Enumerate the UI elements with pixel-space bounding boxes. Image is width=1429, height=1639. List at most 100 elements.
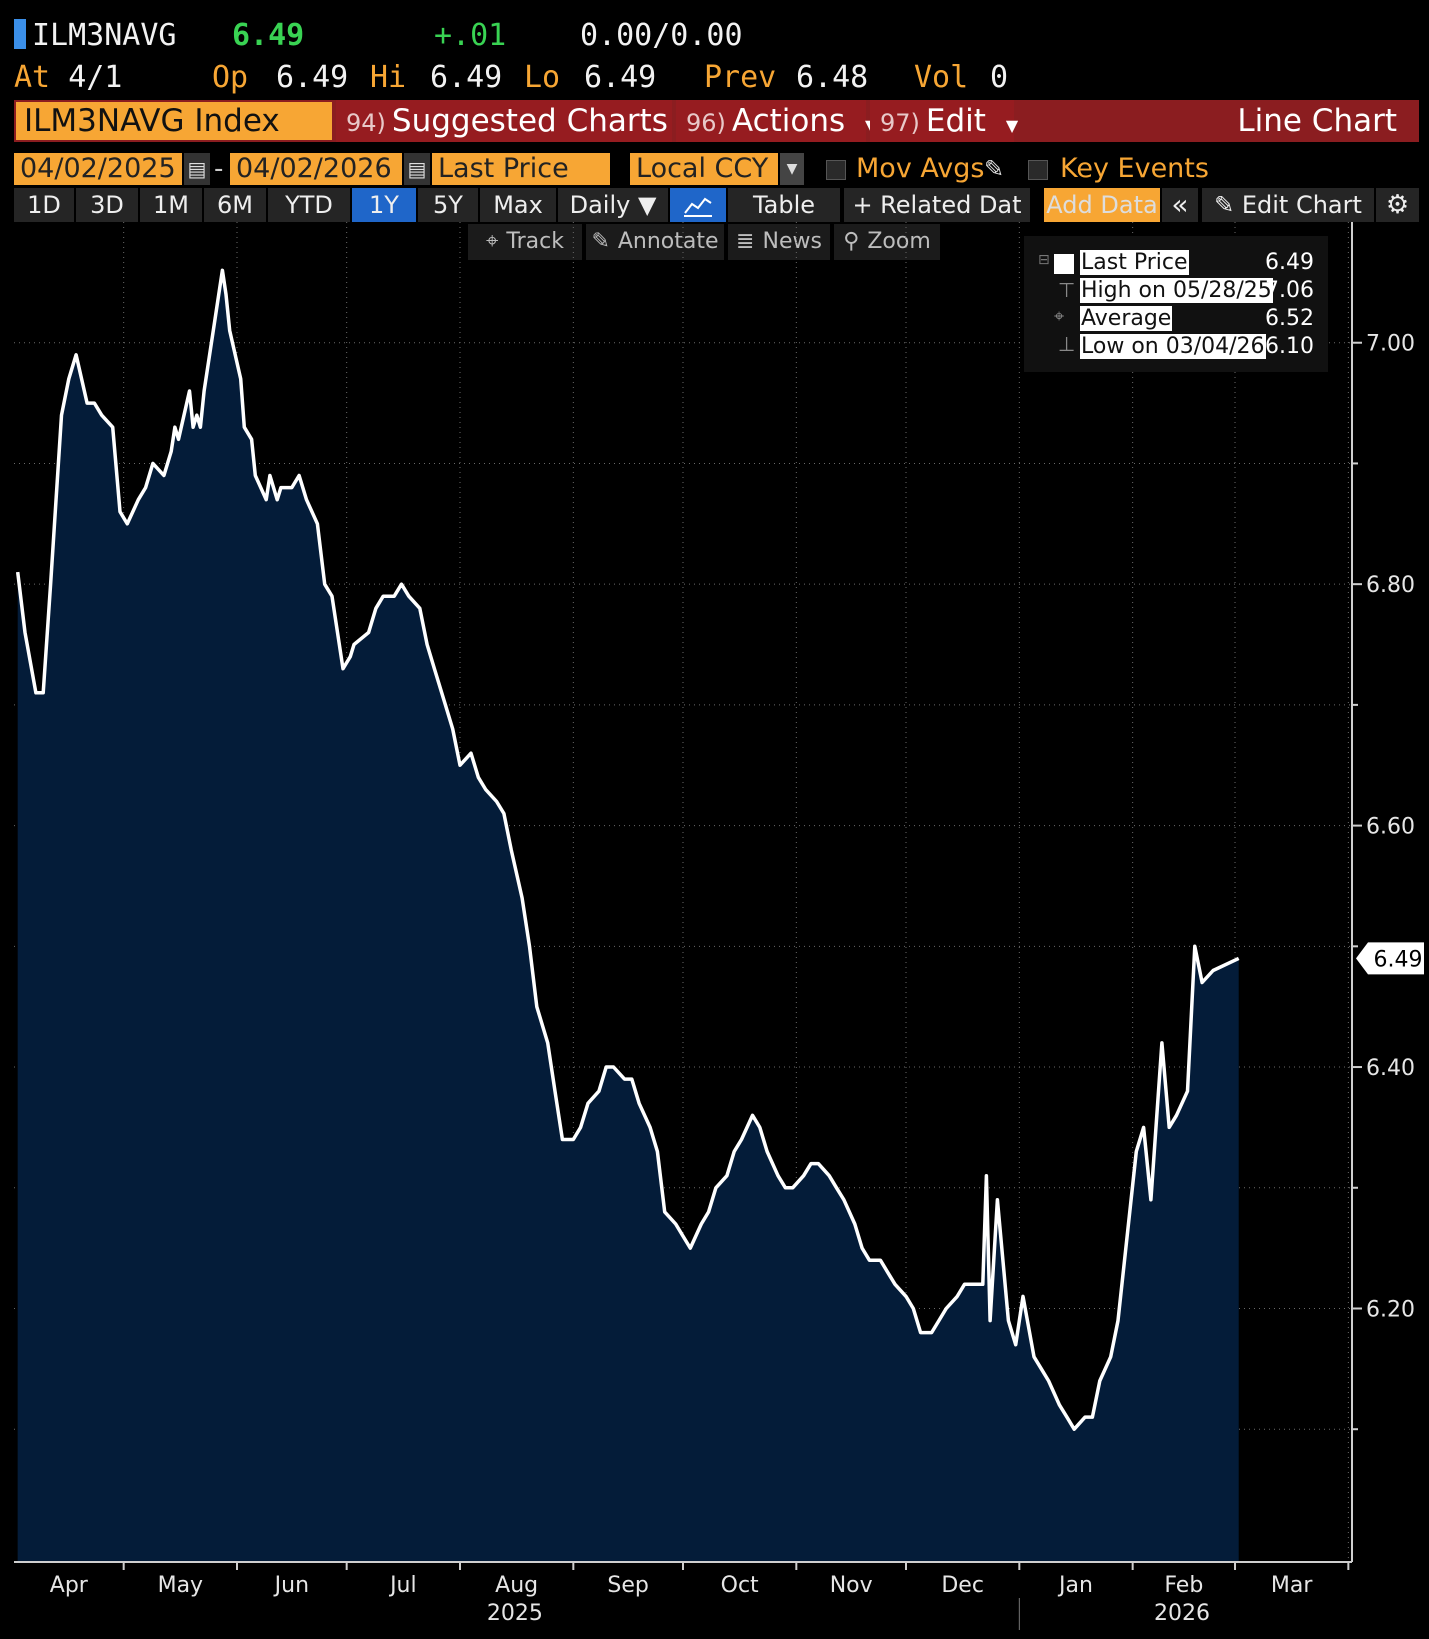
add-data-field[interactable]: Add Data (1044, 188, 1160, 222)
legend-average-label: Average (1080, 306, 1173, 331)
legend-low-value: 6.10 (1265, 334, 1314, 359)
chevron-down-icon[interactable]: ▼ (780, 153, 804, 185)
track-label: Track (506, 229, 564, 254)
last-price: 6.49 (232, 18, 305, 53)
low-marker-icon: ⊥ (1058, 332, 1076, 356)
legend-swatch (1054, 254, 1074, 274)
annotate-label: Annotate (617, 229, 719, 254)
range-5y-button[interactable]: 5Y (418, 188, 478, 222)
news-button[interactable]: ≣ News (728, 224, 830, 260)
x-tick-label: Apr (50, 1573, 89, 1598)
range-6m-button[interactable]: 6M (204, 188, 266, 222)
average-marker-icon: ⌖ (1054, 306, 1065, 327)
chart-type-label: Line Chart (1018, 100, 1419, 142)
suggested-charts-number: 94) (346, 109, 386, 137)
zoom-label: Zoom (867, 229, 931, 254)
news-icon: ≣ (736, 229, 755, 254)
zoom-button[interactable]: ⚲ Zoom (834, 224, 940, 260)
range-1m-button[interactable]: 1M (140, 188, 202, 222)
range-1y-button[interactable]: 1Y (352, 188, 416, 222)
low-value: 6.49 (584, 60, 657, 95)
pencil-icon[interactable]: ✎ (984, 155, 1005, 183)
security-field[interactable]: ILM3NAVG Index (16, 102, 332, 140)
quote-header-row2: At 4/1 Op 6.49 Hi 6.49 Lo 6.49 Prev 6.48… (14, 60, 1008, 96)
line-chart-icon[interactable] (670, 188, 726, 222)
area-layer (15, 268, 1240, 1562)
y-tick-label: 6.80 (1366, 573, 1415, 598)
at-date: 4/1 (68, 60, 123, 95)
y-tick-label: 6.60 (1366, 815, 1415, 840)
edit-label: Edit (925, 103, 986, 139)
news-label: News (762, 229, 822, 254)
open-label: Op (212, 60, 249, 95)
vol-label: Vol (914, 60, 969, 95)
range-ytd-button[interactable]: YTD (268, 188, 350, 222)
open-value: 6.49 (276, 60, 349, 95)
annotate-button[interactable]: ✎ Annotate (586, 224, 724, 260)
legend-high-label: High on 05/28/25 (1080, 278, 1273, 303)
price-field-select[interactable]: Last Price (432, 153, 610, 185)
track-button[interactable]: ⌖ Track (468, 224, 582, 260)
range-toolbar: 1D 3D 1M 6M YTD 1Y 5Y Max Daily ▼ Table … (14, 188, 1419, 222)
vol-value: 0 (990, 60, 1009, 95)
prev-value: 6.48 (796, 60, 869, 95)
x-tick-label: Nov (830, 1573, 873, 1598)
actions-number: 96) (686, 109, 726, 137)
crosshair-icon: ⌖ (486, 229, 499, 254)
actions-menu[interactable]: 96)Actions ▼ (676, 100, 877, 142)
range-max-button[interactable]: Max (480, 188, 556, 222)
end-date-field[interactable]: 04/02/2026 (230, 153, 402, 185)
x-tick-label: May (158, 1573, 203, 1598)
high-label: Hi (370, 60, 407, 95)
gear-icon[interactable]: ⚙ (1376, 188, 1419, 222)
range-3d-button[interactable]: 3D (76, 188, 138, 222)
high-value: 6.49 (430, 60, 503, 95)
last-value-label: 6.49 (1374, 947, 1423, 972)
chart-legend[interactable]: ⊟ ⊤ ⌖ ⊥ Last Price 6.49 High on 05/28/25… (1024, 236, 1328, 372)
price-change: +.01 (434, 18, 507, 53)
date-separator: - (214, 154, 224, 184)
x-tick-label: Mar (1271, 1573, 1313, 1598)
key-events-label: Key Events (1060, 153, 1209, 184)
range-1d-button[interactable]: 1D (14, 188, 74, 222)
related-data-button[interactable]: + Related Dat (844, 188, 1030, 222)
y-tick-label: 7.00 (1366, 332, 1415, 357)
suggested-charts-menu[interactable]: 94)Suggested Charts ▼ (336, 100, 700, 142)
legend-last-value: 6.49 (1265, 250, 1314, 275)
calendar-icon[interactable]: ▤ (184, 153, 210, 185)
at-label: At (14, 60, 51, 95)
last-value-tag (1356, 942, 1424, 975)
legend-average-value: 6.52 (1265, 306, 1314, 331)
settings-row: 04/02/2025 ▤ - 04/02/2026 ▤ Last Price L… (14, 153, 1419, 185)
x-tick-label: Feb (1164, 1573, 1203, 1598)
low-label: Lo (524, 60, 561, 95)
series-area-fill (17, 270, 1239, 1562)
actions-label: Actions (731, 103, 846, 139)
ticker-marker (14, 19, 26, 49)
edit-number: 97) (880, 109, 920, 137)
ticker-symbol: ILM3NAVG (32, 18, 177, 53)
edit-menu[interactable]: 97) Edit ▼ (870, 100, 1018, 142)
bid-ask: 0.00/0.00 (580, 18, 743, 53)
legend-last-label: Last Price (1080, 250, 1189, 275)
series-line-last-price (15, 268, 1240, 1431)
table-button[interactable]: Table (728, 188, 840, 222)
zoom-icon: ⚲ (843, 229, 860, 254)
x-tick-label: Aug (495, 1573, 538, 1598)
calendar-icon[interactable]: ▤ (404, 153, 430, 185)
x-tick-label: Sep (607, 1573, 648, 1598)
legend-tree-icon: ⊟ (1038, 252, 1050, 268)
currency-select[interactable]: Local CCY (630, 153, 778, 185)
mov-avgs-checkbox[interactable] (826, 160, 846, 180)
legend-low: Low on 03/04/26 (1080, 334, 1266, 360)
high-marker-icon: ⊤ (1058, 278, 1076, 302)
y-tick-label: 6.20 (1366, 1297, 1415, 1322)
frequency-select[interactable]: Daily ▼ (558, 188, 668, 222)
start-date-field[interactable]: 04/02/2025 (14, 153, 182, 185)
edit-chart-button[interactable]: ✎ Edit Chart (1202, 188, 1374, 222)
collapse-icon[interactable]: « (1162, 188, 1198, 222)
key-events-checkbox[interactable] (1028, 160, 1048, 180)
prev-label: Prev (704, 60, 777, 95)
legend-low-label: Low on 03/04/26 (1080, 334, 1266, 359)
